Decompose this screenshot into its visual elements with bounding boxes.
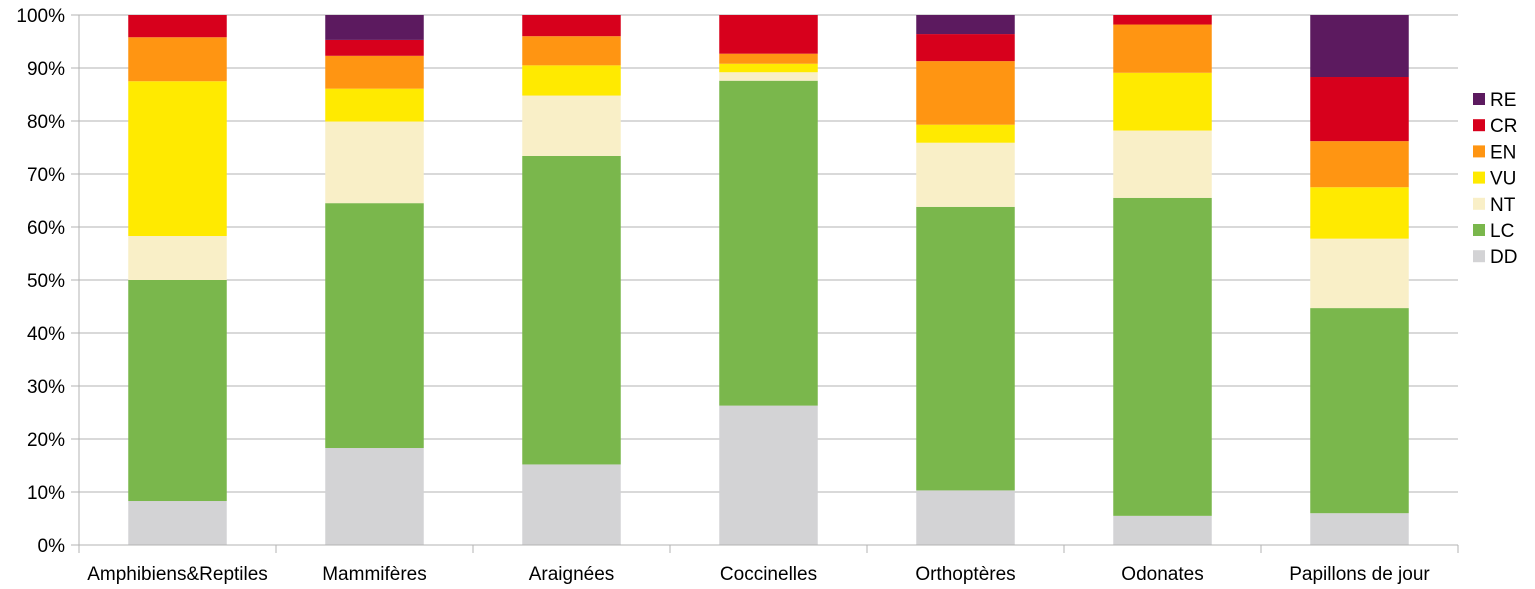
bar-segment-en: [522, 36, 621, 66]
bar-segment-dd: [325, 448, 424, 545]
legend-swatch-dd: [1473, 250, 1485, 263]
bar-segment-dd: [522, 464, 621, 545]
bar-segment-vu: [1113, 72, 1212, 131]
bars: [128, 15, 1409, 545]
bar-segment-vu: [128, 81, 227, 237]
bar-segment-cr: [1310, 77, 1409, 142]
bar-segment-lc: [1310, 308, 1409, 514]
bar-segment-vu: [1310, 187, 1409, 239]
x-tick-label: Orthoptères: [915, 564, 1015, 585]
bar-segment-dd: [1310, 513, 1409, 545]
bar-segment-re: [1310, 15, 1409, 78]
x-tick-label: Coccinelles: [720, 564, 817, 585]
legend-label-re: RE: [1490, 90, 1516, 111]
bar-segment-dd: [916, 490, 1015, 545]
bar-segment-cr: [916, 34, 1015, 62]
bar-segment-nt: [1310, 238, 1409, 309]
legend-swatch-lc: [1473, 224, 1485, 236]
bar-segment-en: [1310, 141, 1409, 188]
bar-segment-lc: [719, 80, 818, 406]
x-tick-label: Amphibiens&Reptiles: [87, 564, 268, 585]
x-tick-label: Araignées: [529, 564, 615, 585]
bar-segment-nt: [1113, 130, 1212, 198]
bar-segment-cr: [325, 39, 424, 56]
bar-segment-en: [916, 61, 1015, 125]
bar-segment-nt: [719, 72, 818, 81]
y-tick-label: 100%: [16, 6, 65, 27]
bar-segment-vu: [325, 88, 424, 122]
bar-segment-lc: [1113, 197, 1212, 516]
legend-swatch-nt: [1473, 197, 1485, 210]
legend-swatch-vu: [1473, 171, 1485, 184]
legend-swatch-cr: [1473, 119, 1485, 132]
bar-segment-vu: [916, 124, 1015, 143]
x-tick-label: Odonates: [1121, 564, 1203, 585]
bar-segment-vu: [719, 63, 818, 73]
bar-segment-re: [325, 15, 424, 40]
bar-segment-en: [325, 55, 424, 89]
y-tick-label: 40%: [27, 324, 65, 345]
bar-segment-lc: [916, 206, 1015, 491]
bar-segment-en: [128, 37, 227, 82]
bar-segment-nt: [128, 236, 227, 280]
y-tick-label: 10%: [27, 483, 65, 504]
bar-segment-dd: [128, 501, 227, 545]
bar-segment-dd: [719, 405, 818, 545]
y-tick-label: 30%: [27, 377, 65, 398]
legend-label-cr: CR: [1490, 116, 1517, 137]
bar-segment-lc: [128, 280, 227, 502]
legend-swatch-re: [1473, 93, 1485, 105]
y-tick-label: 20%: [27, 430, 65, 451]
bar-segment-cr: [522, 15, 621, 37]
legend-label-en: EN: [1490, 142, 1516, 163]
bar-segment-lc: [522, 155, 621, 465]
y-tick-label: 70%: [27, 165, 65, 186]
legend-swatch-en: [1473, 145, 1485, 158]
bar-segment-cr: [128, 15, 227, 38]
bar-segment-en: [1113, 24, 1212, 73]
bar-segment-vu: [522, 65, 621, 96]
bar-segment-cr: [1113, 15, 1212, 25]
y-tick-label: 90%: [27, 59, 65, 80]
bar-segment-nt: [325, 121, 424, 204]
axes: 0% 10% 20% 30% 40% 50% 60% 70% 80% 90% 100% Amphibi…: [16, 6, 1459, 585]
y-tick-label: 50%: [27, 271, 65, 292]
legend: RE CR EN VU NT LC DD: [1473, 90, 1517, 268]
bar-segment-cr: [719, 15, 818, 54]
x-tick-label: Mammifères: [322, 564, 427, 585]
y-tick-label: 0%: [38, 536, 66, 557]
bar-segment-dd: [1113, 515, 1212, 545]
bar-segment-lc: [325, 203, 424, 449]
legend-label-dd: DD: [1490, 247, 1517, 268]
legend-label-nt: NT: [1490, 195, 1516, 216]
legend-label-lc: LC: [1490, 221, 1514, 242]
x-tick-label: Papillons de jour: [1289, 564, 1430, 585]
y-tick-label: 60%: [27, 218, 65, 239]
bar-segment-en: [719, 53, 818, 64]
y-tick-label: 80%: [27, 112, 65, 133]
bar-segment-nt: [522, 95, 621, 156]
bar-segment-re: [916, 15, 1015, 35]
legend-label-vu: VU: [1490, 169, 1516, 190]
bar-segment-nt: [916, 142, 1015, 207]
